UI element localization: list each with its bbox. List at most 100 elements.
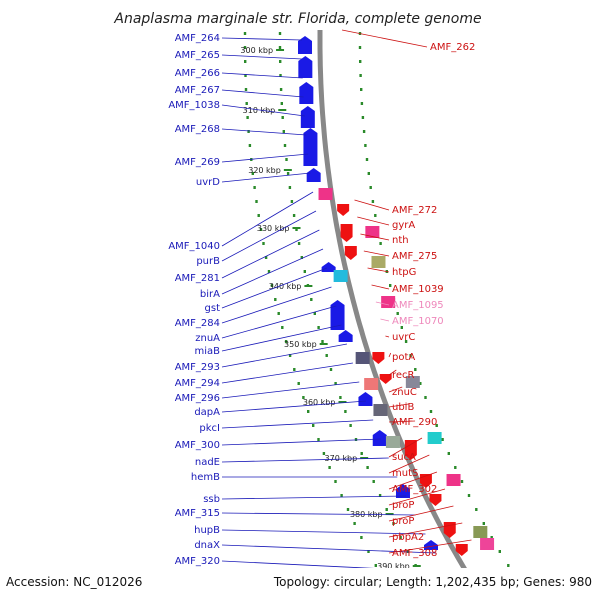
tick-label: 320 kbp	[248, 166, 281, 175]
scale-dot	[262, 242, 265, 245]
leader-line	[388, 420, 416, 423]
gene-label-left: AMF_267	[175, 85, 220, 96]
scale-dot	[253, 186, 256, 189]
leader-line	[363, 250, 390, 257]
gene-label-right: AMF_1095	[392, 300, 444, 311]
scale-dot	[475, 508, 478, 511]
gene-block	[446, 474, 461, 486]
scale-dot	[247, 130, 250, 133]
scale-dot	[243, 32, 247, 35]
scale-dot	[409, 354, 412, 357]
tick-label: 370 kbp	[325, 454, 358, 463]
scale-dot	[424, 396, 427, 399]
gene-label-right: potA	[392, 352, 415, 363]
scale-dot	[354, 438, 358, 441]
gene-feature	[306, 168, 321, 182]
gene-feature	[337, 204, 350, 216]
scale-dot	[399, 536, 402, 539]
leader-line	[221, 305, 337, 339]
gene-label-right: gyrA	[392, 220, 415, 231]
scale-dot	[281, 116, 284, 119]
scale-dot	[414, 368, 417, 371]
scale-dot	[360, 102, 364, 105]
footer-band	[0, 568, 600, 600]
scale-dot	[244, 60, 247, 63]
scale-dot	[244, 88, 248, 91]
scale-dot	[302, 396, 305, 399]
scale-dot	[406, 550, 410, 553]
scale-dot	[245, 102, 248, 105]
scale-dot	[329, 368, 333, 371]
gene-label-left: AMF_315	[175, 508, 220, 519]
scale-dot	[392, 522, 395, 525]
scale-dot	[349, 424, 352, 427]
gene-label-left: AMF_320	[175, 556, 220, 567]
scale-dot	[251, 172, 254, 175]
scale-dot	[288, 186, 292, 189]
gene-label-right: ubiB	[392, 402, 414, 413]
leader-line	[380, 318, 390, 322]
scale-dot	[282, 130, 285, 133]
scale-dot	[435, 424, 438, 427]
gene-feature	[338, 330, 353, 342]
scale-dot	[367, 172, 370, 175]
leader-line	[221, 210, 317, 262]
scale-dot	[328, 466, 331, 469]
gene-label-left: AMF_1038	[168, 100, 220, 111]
gene-label-left: AMF_268	[175, 124, 220, 135]
leader-line	[221, 400, 367, 413]
scale-dot	[310, 298, 313, 301]
leader-line	[221, 512, 416, 516]
scale-dot	[441, 438, 444, 441]
gene-block	[381, 296, 396, 308]
leader-line	[357, 216, 390, 226]
leader-line	[221, 72, 303, 79]
gene-feature	[424, 540, 439, 550]
scale-dot	[279, 88, 283, 91]
gene-feature	[372, 352, 385, 364]
scale-dot	[482, 522, 485, 525]
tick-label: 350 kbp	[284, 340, 317, 349]
scale-dot	[460, 480, 464, 483]
leader-line	[341, 29, 428, 48]
scale-dot	[369, 186, 372, 189]
leader-line	[221, 153, 309, 163]
scale-dot	[371, 200, 375, 203]
scale-dot	[346, 508, 350, 511]
scale-dot	[283, 144, 287, 147]
gene-label-right: AMF_1039	[392, 284, 444, 295]
scale-dot	[507, 564, 510, 567]
scale-dot	[295, 228, 298, 231]
scale-dot	[359, 74, 362, 77]
gene-feature	[298, 56, 313, 78]
scale-dot	[246, 116, 249, 119]
leader-line	[221, 104, 305, 117]
scale-dot	[362, 130, 366, 133]
tick-label: 390 kbp	[377, 562, 410, 571]
gene-block	[333, 270, 348, 282]
gene-label-left: AMF_264	[175, 33, 220, 44]
scale-dot	[358, 46, 362, 49]
gene-label-left: hemB	[191, 472, 220, 483]
gene-feature	[321, 262, 336, 272]
leader-line	[221, 89, 304, 98]
gene-block	[318, 188, 333, 200]
scale-dot	[278, 32, 282, 35]
scale-dot	[317, 326, 320, 329]
gene-label-left: AMF_284	[175, 318, 220, 329]
gene-feature	[429, 494, 442, 506]
scale-dot	[490, 536, 493, 539]
gene-label-right: AMF_275	[392, 251, 437, 262]
scale-dot	[264, 256, 268, 259]
scale-dot	[374, 214, 377, 217]
leader-line	[371, 284, 390, 290]
scale-dot	[361, 116, 365, 119]
gene-label-right: proP	[392, 500, 414, 511]
scale-dot	[313, 312, 316, 315]
tick-label: 300 kbp	[240, 46, 273, 55]
scale-dot	[267, 270, 271, 273]
gene-label-left: ssb	[203, 494, 220, 505]
scale-dot	[297, 382, 300, 385]
gene-label-right: recR	[392, 370, 415, 381]
leader-line	[221, 457, 389, 463]
